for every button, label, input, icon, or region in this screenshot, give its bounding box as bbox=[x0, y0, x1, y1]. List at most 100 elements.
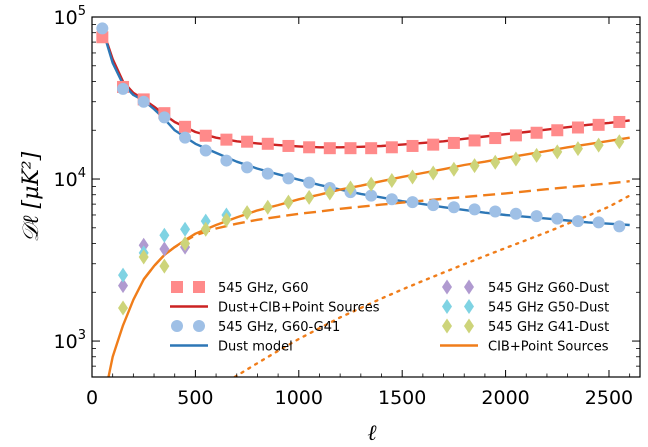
data-point bbox=[509, 207, 522, 220]
data-point bbox=[138, 249, 149, 265]
data-point bbox=[118, 278, 129, 294]
x-axis-title: ℓ bbox=[367, 421, 377, 446]
legend-entry-545-ghz-g41-dust: 545 GHz G41-Dust bbox=[442, 318, 609, 335]
data-point bbox=[552, 144, 563, 160]
data-point bbox=[345, 180, 356, 196]
data-point bbox=[200, 213, 211, 229]
legend-entry-545-ghz-g60: 545 GHz, G60 bbox=[171, 281, 309, 296]
data-point bbox=[490, 154, 501, 170]
data-point bbox=[509, 129, 522, 142]
data-point bbox=[180, 236, 191, 252]
y-tick-label: 103 bbox=[54, 328, 86, 353]
legend-entry-dust-cib-point-sources: Dust+CIB+Point Sources bbox=[170, 301, 380, 316]
data-point bbox=[468, 134, 481, 147]
data-point bbox=[428, 165, 439, 181]
legend-marker bbox=[442, 318, 452, 334]
data-point bbox=[489, 205, 502, 218]
data-point bbox=[406, 139, 419, 152]
data-point bbox=[118, 267, 129, 283]
plot-frame bbox=[91, 16, 641, 378]
data-point bbox=[427, 199, 440, 212]
data-point bbox=[241, 161, 254, 174]
legend-marker bbox=[442, 279, 452, 295]
legend-label: 545 GHz G41-Dust bbox=[488, 320, 609, 335]
legend-entry-545-ghz-g60-dust: 545 GHz G60-Dust bbox=[442, 279, 609, 296]
legend-label: Dust model bbox=[218, 340, 293, 355]
legend-marker bbox=[464, 299, 474, 314]
data-point bbox=[592, 216, 605, 229]
legend-marker bbox=[464, 318, 474, 334]
data-point bbox=[323, 142, 336, 155]
data-point bbox=[304, 189, 315, 205]
data-point bbox=[261, 137, 274, 150]
x-tick-label: 1500 bbox=[378, 387, 426, 409]
data-point bbox=[117, 82, 130, 95]
data-point bbox=[159, 258, 170, 274]
data-point bbox=[96, 22, 109, 35]
legend-label: 545 GHz G60-Dust bbox=[488, 281, 609, 296]
x-tick-label: 2500 bbox=[585, 387, 633, 409]
data-point bbox=[282, 172, 295, 185]
data-point bbox=[572, 141, 583, 157]
x-tick-label: 1000 bbox=[275, 387, 323, 409]
data-point bbox=[221, 212, 232, 228]
data-point bbox=[592, 118, 605, 131]
data-point bbox=[344, 142, 357, 155]
y-tick-label: 105 bbox=[54, 4, 86, 29]
data-point bbox=[551, 212, 564, 225]
legend-label: 545 GHz, G60 bbox=[218, 281, 309, 296]
data-point bbox=[385, 141, 398, 154]
x-tick-label: 0 bbox=[86, 387, 98, 409]
legend-label: 545 GHz G50-Dust bbox=[488, 301, 609, 316]
data-point bbox=[551, 124, 564, 137]
data-point bbox=[531, 147, 542, 163]
data-point bbox=[366, 176, 377, 192]
data-point bbox=[159, 241, 170, 257]
series-layer bbox=[96, 22, 631, 377]
data-point bbox=[613, 115, 626, 128]
data-point bbox=[200, 221, 211, 237]
legend-marker bbox=[193, 320, 205, 332]
legend-entry-545-ghz-g50-dust: 545 GHz G50-Dust bbox=[442, 299, 609, 316]
data-point bbox=[179, 131, 192, 144]
legend-marker bbox=[171, 320, 183, 332]
legend-entry-cib-point-sources: CIB+Point Sources bbox=[440, 340, 609, 355]
data-point bbox=[180, 221, 191, 237]
data-point bbox=[96, 31, 109, 44]
x-tick-label: 2000 bbox=[481, 387, 529, 409]
series-545-ghz-g60 bbox=[96, 31, 626, 155]
legend: 545 GHz, G60 Dust+CIB+Point Sources 545 GH… bbox=[170, 279, 609, 355]
data-point bbox=[593, 137, 604, 153]
data-point bbox=[158, 111, 171, 124]
data-point bbox=[220, 154, 233, 167]
series-line-dashed-3 bbox=[142, 180, 630, 281]
data-point bbox=[199, 129, 212, 142]
data-point bbox=[468, 203, 481, 216]
series-545-ghz-g60-g41 bbox=[96, 22, 626, 233]
data-point bbox=[447, 201, 460, 214]
data-point bbox=[530, 126, 543, 139]
data-point bbox=[489, 132, 502, 145]
series-545-ghz-g41-dust bbox=[118, 134, 625, 316]
data-point bbox=[613, 220, 626, 233]
data-point bbox=[448, 161, 459, 177]
data-point bbox=[137, 95, 150, 108]
legend-entry-545-ghz-g60-g41: 545 GHz, G60-G41 bbox=[171, 320, 340, 335]
data-point bbox=[179, 120, 192, 133]
data-point bbox=[365, 142, 378, 155]
y-tick-label: 104 bbox=[54, 166, 86, 191]
data-point bbox=[530, 210, 543, 223]
series-545-ghz-g50-dust bbox=[118, 207, 232, 283]
data-point bbox=[220, 133, 233, 146]
data-point bbox=[262, 199, 273, 215]
data-point bbox=[242, 205, 253, 221]
data-point bbox=[385, 193, 398, 206]
data-point bbox=[571, 121, 584, 134]
legend-entry-dust-model: Dust model bbox=[170, 340, 293, 355]
data-point bbox=[303, 141, 316, 154]
data-point bbox=[303, 176, 316, 189]
data-point bbox=[241, 135, 254, 148]
data-point bbox=[407, 169, 418, 185]
x-tick-label: 500 bbox=[177, 387, 213, 409]
